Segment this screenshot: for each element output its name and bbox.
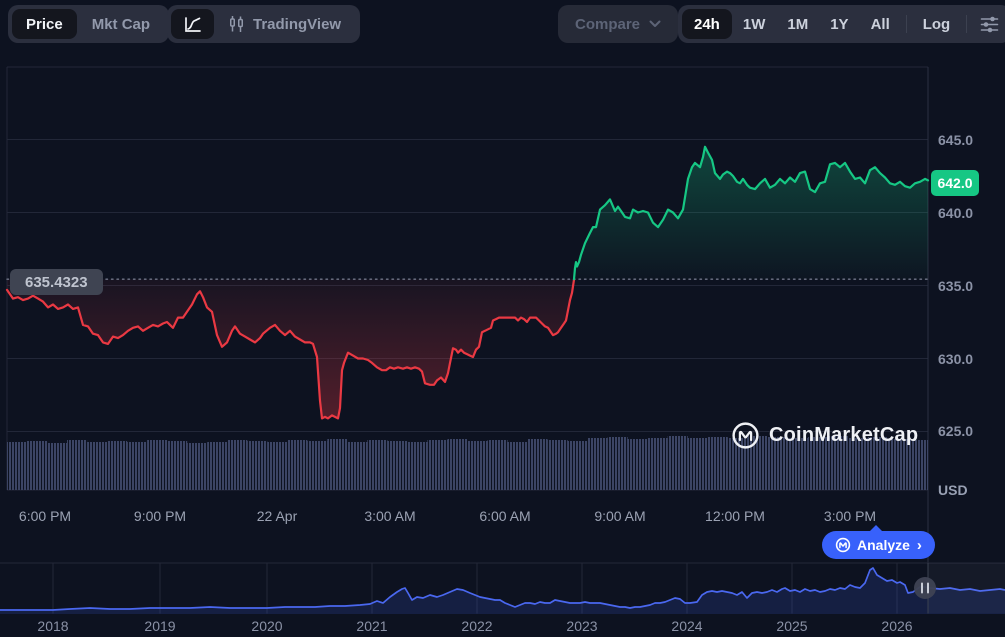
current-price-badge: 642.0 [931, 170, 979, 196]
year-label-2026: 2026 [881, 618, 913, 634]
time-tick-0: 6:00 PM [18, 508, 72, 524]
year-label-2019: 2019 [144, 618, 176, 634]
price-tick-640.0: 640.0 [938, 205, 974, 221]
time-tick-5: 9:00 AM [594, 508, 646, 524]
chevron-down-icon [649, 20, 661, 28]
analyze-label: Analyze [857, 537, 910, 553]
log-scale-toggle[interactable]: Log [912, 9, 962, 39]
range-all[interactable]: All [860, 9, 901, 39]
price-mktcap-toggle: Price Mkt Cap [8, 5, 170, 43]
price-tick-645.0: 645.0 [938, 132, 974, 148]
sliders-icon [979, 15, 1000, 34]
line-chart-icon [182, 15, 203, 34]
time-tick-3: 3:00 AM [364, 508, 416, 524]
watermark-text: CoinMarketCap [769, 423, 919, 446]
coinmarketcap-logo-icon [731, 421, 760, 450]
tab-mktcap[interactable]: Mkt Cap [77, 9, 165, 39]
compare-label: Compare [575, 15, 641, 33]
range-1w[interactable]: 1W [732, 9, 777, 39]
price-tick-625.0: 625.0 [938, 423, 974, 439]
chart-settings-button[interactable] [972, 15, 1005, 34]
compare-dropdown[interactable]: Compare [558, 5, 679, 43]
year-label-2023: 2023 [566, 618, 598, 634]
time-tick-4: 6:00 AM [479, 508, 531, 524]
time-range-group: 24h 1W 1M 1Y All Log [678, 5, 1005, 43]
analyze-button[interactable]: Analyze › [822, 525, 935, 559]
year-label-2020: 2020 [251, 618, 283, 634]
price-tick-635.0: 635.0 [938, 278, 974, 294]
year-label-2022: 2022 [461, 618, 493, 634]
toolbar-divider [966, 15, 968, 33]
analyze-logo-icon [835, 537, 851, 553]
chevron-right-icon: › [916, 536, 922, 554]
chart-type-toggle: TradingView [167, 5, 361, 43]
year-label-2024: 2024 [671, 618, 703, 634]
baseline-price-label: 635.4323 [10, 269, 103, 295]
range-selector-handle[interactable] [914, 577, 936, 599]
range-24h[interactable]: 24h [682, 9, 732, 39]
year-label-2021: 2021 [356, 618, 388, 634]
range-1y[interactable]: 1Y [819, 9, 859, 39]
year-label-2025: 2025 [776, 618, 808, 634]
candlestick-icon [229, 15, 244, 33]
coinmarketcap-watermark: CoinMarketCap [731, 420, 918, 450]
time-tick-1: 9:00 PM [133, 508, 187, 524]
year-label-2018: 2018 [37, 618, 69, 634]
time-tick-6: 12:00 PM [705, 508, 765, 524]
line-chart-button[interactable] [171, 9, 214, 39]
tradingview-label: TradingView [253, 15, 342, 33]
price-tick-630.0: 630.0 [938, 351, 974, 367]
price-axis-unit: USD [938, 482, 968, 498]
tab-price[interactable]: Price [12, 9, 77, 39]
time-tick-2: 22 Apr [256, 508, 298, 524]
tradingview-button[interactable]: TradingView [214, 9, 356, 39]
range-1m[interactable]: 1M [776, 9, 819, 39]
toolbar-divider [905, 15, 907, 33]
time-tick-7: 3:00 PM [823, 508, 877, 524]
